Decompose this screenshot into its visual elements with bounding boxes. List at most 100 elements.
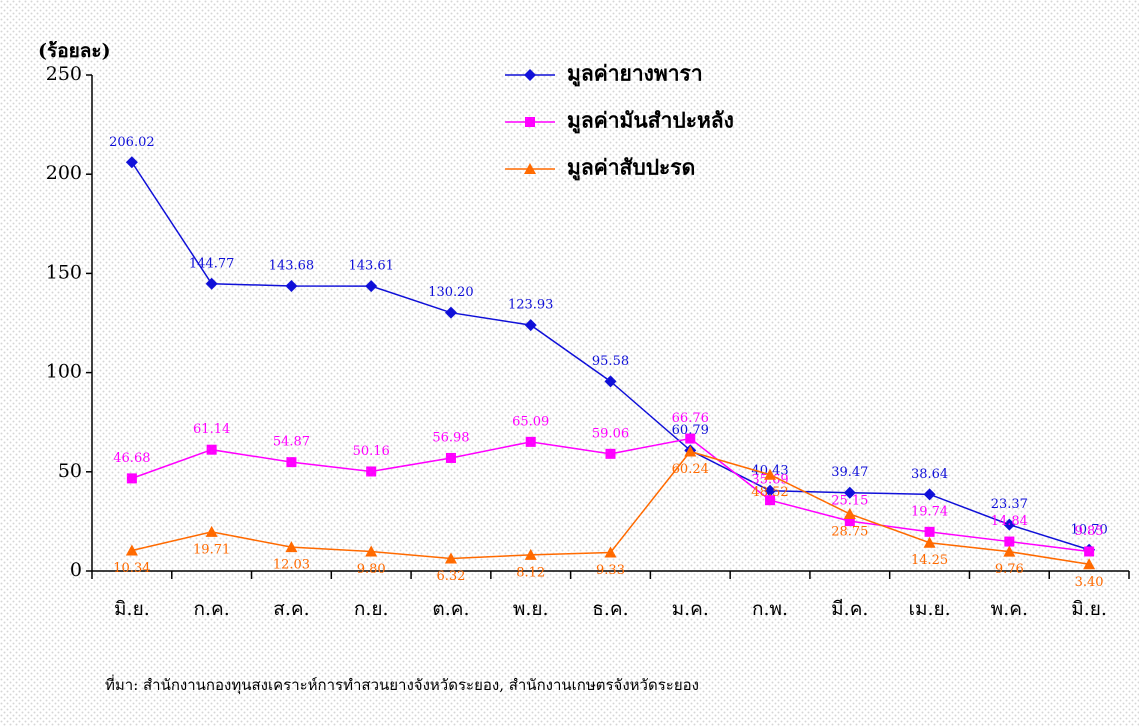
legend-label: มูลค่ายางพารา (567, 61, 703, 88)
data-label: 9.85 (1075, 524, 1104, 539)
data-label: 59.06 (592, 426, 629, 441)
y-tick-label: 50 (58, 460, 82, 482)
x-tick-label: ต.ค. (432, 598, 469, 620)
data-label: 35.69 (751, 473, 788, 488)
data-label: 10.70 (1071, 522, 1108, 537)
marker (525, 117, 535, 127)
data-label: 60.79 (672, 423, 709, 438)
marker (524, 548, 537, 560)
marker (923, 536, 936, 548)
data-label: 12.03 (273, 558, 310, 573)
marker (524, 69, 536, 81)
data-label: 9.76 (995, 562, 1024, 577)
data-label: 3.40 (1075, 575, 1104, 590)
marker (1083, 558, 1096, 570)
data-label: 206.02 (109, 135, 155, 150)
data-label: 19.71 (193, 542, 230, 557)
data-label: 50.16 (353, 444, 390, 459)
x-tick-label: มิ.ย. (1071, 598, 1107, 620)
marker (366, 466, 377, 477)
marker (684, 445, 697, 457)
marker (524, 163, 536, 174)
data-label: 143.61 (348, 259, 394, 274)
marker (524, 319, 537, 332)
x-tick-label: ส.ค. (273, 598, 309, 620)
data-label: 25.15 (831, 494, 868, 509)
source-note: ที่มา: สำนักงานกองทุนสงเคราะห์การทำสวนยา… (105, 674, 699, 695)
data-label: 144.77 (189, 256, 235, 271)
x-tick-label: ก.พ. (752, 598, 788, 620)
data-label: 123.93 (508, 298, 554, 313)
marker (605, 448, 616, 459)
x-tick-label: ก.ค. (194, 598, 230, 620)
legend-label: มูลค่ามันสำปะหลัง (567, 108, 734, 135)
data-label: 10.34 (113, 561, 150, 576)
y-tick-label: 0 (70, 559, 82, 581)
data-label: 9.80 (357, 562, 386, 577)
marker (205, 525, 218, 537)
y-tick-label: 150 (46, 261, 82, 283)
data-label: 60.24 (672, 462, 709, 477)
x-tick-label: มี.ค. (831, 598, 868, 620)
marker (1003, 518, 1016, 531)
marker (365, 280, 378, 293)
y-tick-label: 200 (46, 162, 82, 184)
marker (206, 444, 217, 455)
marker (1004, 536, 1015, 547)
data-label: 95.58 (592, 354, 629, 369)
legend-label: มูลค่าสับปะรด (567, 155, 695, 182)
data-label: 8.12 (516, 565, 545, 580)
marker (844, 516, 855, 527)
data-label: 66.76 (672, 411, 709, 426)
marker (444, 552, 457, 564)
marker (286, 457, 297, 468)
marker (764, 468, 777, 480)
marker (525, 436, 536, 447)
data-label: 46.68 (113, 451, 150, 466)
marker (126, 473, 137, 484)
marker (843, 486, 856, 499)
x-tick-label: พ.ค. (991, 598, 1028, 620)
x-tick-label: มิ.ย. (114, 598, 150, 620)
data-label: 6.32 (436, 569, 465, 584)
data-label: 65.09 (512, 414, 549, 429)
data-label: 48.52 (751, 485, 788, 500)
marker (444, 306, 457, 319)
x-tick-label: ม.ค. (672, 598, 709, 620)
marker (445, 452, 456, 463)
marker (765, 495, 776, 506)
marker (365, 545, 378, 557)
data-label: 14.84 (991, 514, 1028, 529)
marker (125, 544, 138, 556)
marker (604, 375, 617, 388)
data-label: 54.87 (273, 435, 310, 450)
marker (1003, 545, 1016, 557)
data-label: 130.20 (428, 285, 474, 300)
data-label: 23.37 (991, 497, 1028, 512)
marker (125, 156, 138, 169)
data-label: 14.25 (911, 553, 948, 568)
x-tick-label: เม.ย. (908, 598, 950, 620)
marker (843, 507, 856, 519)
data-label: 61.14 (193, 422, 230, 437)
data-label: 19.74 (911, 504, 948, 519)
data-label: 56.98 (432, 430, 469, 445)
data-label: 28.75 (831, 524, 868, 539)
marker (685, 433, 696, 444)
x-tick-label: ธ.ค. (592, 598, 628, 620)
marker (205, 277, 218, 290)
marker (764, 484, 777, 497)
data-label: 9.33 (596, 563, 625, 578)
marker (924, 526, 935, 537)
marker (1084, 546, 1095, 557)
y-tick-label: 250 (46, 63, 82, 85)
x-tick-label: พ.ย. (513, 598, 549, 620)
data-label: 39.47 (831, 465, 868, 480)
marker (923, 488, 936, 501)
data-label: 143.68 (269, 258, 315, 273)
marker (285, 279, 298, 292)
x-tick-label: ก.ย. (354, 598, 389, 620)
marker (604, 546, 617, 558)
